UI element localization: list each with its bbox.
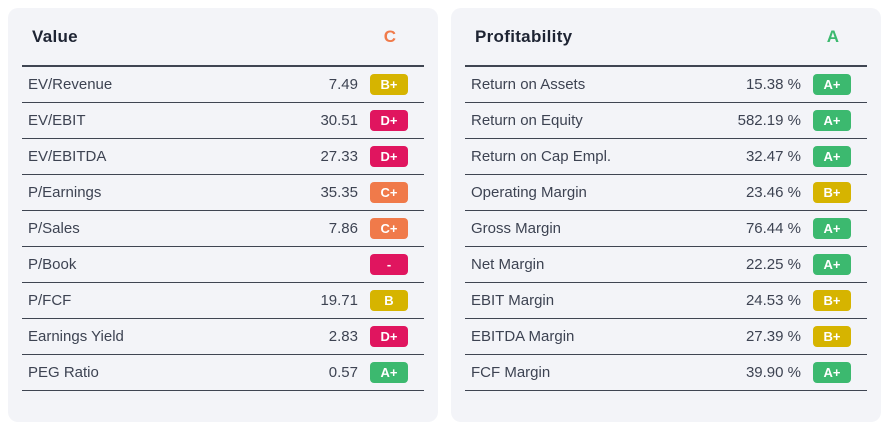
metric-label: Return on Assets xyxy=(471,76,586,93)
metric-row: Gross Margin 76.44 % A+ xyxy=(465,211,867,247)
value-overall-grade: C xyxy=(383,26,396,46)
grade-badge: B+ xyxy=(370,74,408,95)
grade-badge: A+ xyxy=(370,362,408,383)
metric-row: P/FCF 19.71 B xyxy=(22,283,424,319)
metric-row: EBIT Margin 24.53 % B+ xyxy=(465,283,867,319)
metric-row: Earnings Yield 2.83 D+ xyxy=(22,319,424,355)
metric-label: EV/Revenue xyxy=(28,76,113,93)
metric-value: 19.71 xyxy=(320,292,358,309)
metric-value: 32.47 % xyxy=(745,148,801,165)
metric-row: Operating Margin 23.46 % B+ xyxy=(465,175,867,211)
profitability-metrics-list: Return on Assets 15.38 % A+ Return on Equit… xyxy=(465,67,867,391)
metric-label: Gross Margin xyxy=(471,220,562,237)
metric-row: EV/Revenue 7.49 B+ xyxy=(22,67,424,103)
metric-label: Earnings Yield xyxy=(28,328,124,345)
value-card-header: Value C xyxy=(22,8,424,67)
grade-badge: A+ xyxy=(813,110,851,131)
metric-label: EBITDA Margin xyxy=(471,328,575,345)
metric-row: EBITDA Margin 27.39 % B+ xyxy=(465,319,867,355)
metric-label: Return on Cap Empl. xyxy=(471,148,612,165)
value-card: Value C EV/Revenue 7.49 B+ EV/EBIT 30.51 D+ EV… xyxy=(8,8,438,422)
grade-badge: B+ xyxy=(813,182,851,203)
metric-row: Return on Cap Empl. 32.47 % A+ xyxy=(465,139,867,175)
metric-row: Net Margin 22.25 % A+ xyxy=(465,247,867,283)
grade-badge: C+ xyxy=(370,218,408,239)
grade-badge: D+ xyxy=(370,326,408,347)
grade-badge: A+ xyxy=(813,362,851,383)
grade-badge: A+ xyxy=(813,146,851,167)
metric-value: 7.86 xyxy=(328,220,358,237)
metric-value: 39.90 % xyxy=(745,364,801,381)
grade-badge: A+ xyxy=(813,218,851,239)
metric-value: 24.53 % xyxy=(745,292,801,309)
grade-badge: B+ xyxy=(813,290,851,311)
metric-row: P/Book - xyxy=(22,247,424,283)
profitability-overall-grade: A xyxy=(826,26,839,46)
metric-value: 15.38 % xyxy=(745,76,801,93)
metric-value: 582.19 % xyxy=(737,112,801,129)
profitability-card-title: Profitability xyxy=(475,26,573,46)
grade-badge: A+ xyxy=(813,254,851,275)
metric-value: 27.33 xyxy=(320,148,358,165)
metric-value: 76.44 % xyxy=(745,220,801,237)
grade-badge: D+ xyxy=(370,110,408,131)
metric-row: Return on Equity 582.19 % A+ xyxy=(465,103,867,139)
metric-label: EBIT Margin xyxy=(471,292,555,309)
metric-label: P/Earnings xyxy=(28,184,102,201)
metric-label: Return on Equity xyxy=(471,112,583,129)
profitability-card-header: Profitability A xyxy=(465,8,867,67)
grade-badge: C+ xyxy=(370,182,408,203)
metric-value: 23.46 % xyxy=(745,184,801,201)
metric-label: P/Book xyxy=(28,256,77,273)
metric-label: Operating Margin xyxy=(471,184,587,201)
grade-badge: A+ xyxy=(813,74,851,95)
value-card-title: Value xyxy=(32,26,78,46)
metric-value: 2.83 xyxy=(328,328,358,345)
metric-row: P/Sales 7.86 C+ xyxy=(22,211,424,247)
value-metrics-list: EV/Revenue 7.49 B+ EV/EBIT 30.51 D+ EV/EBITDA 2… xyxy=(22,67,424,391)
metric-label: EV/EBITDA xyxy=(28,148,107,165)
grade-badge: B xyxy=(370,290,408,311)
profitability-card: Profitability A Return on Assets 15.38 % A… xyxy=(451,8,881,422)
metric-value: 0.57 xyxy=(328,364,358,381)
grade-badge: D+ xyxy=(370,146,408,167)
metric-label: P/FCF xyxy=(28,292,72,309)
metric-value: 7.49 xyxy=(328,76,358,93)
metric-row: EV/EBIT 30.51 D+ xyxy=(22,103,424,139)
grade-badge: - xyxy=(370,254,408,275)
metric-value: 30.51 xyxy=(320,112,358,129)
metric-label: P/Sales xyxy=(28,220,80,237)
metric-row: P/Earnings 35.35 C+ xyxy=(22,175,424,211)
metric-value: 22.25 % xyxy=(745,256,801,273)
metric-row: Return on Assets 15.38 % A+ xyxy=(465,67,867,103)
metric-label: PEG Ratio xyxy=(28,364,99,381)
metric-value: 35.35 xyxy=(320,184,358,201)
metric-row: FCF Margin 39.90 % A+ xyxy=(465,355,867,391)
metric-label: FCF Margin xyxy=(471,364,551,381)
metric-label: Net Margin xyxy=(471,256,545,273)
grade-badge: B+ xyxy=(813,326,851,347)
metric-label: EV/EBIT xyxy=(28,112,86,129)
metric-value: 27.39 % xyxy=(745,328,801,345)
metric-row: PEG Ratio 0.57 A+ xyxy=(22,355,424,391)
metric-row: EV/EBITDA 27.33 D+ xyxy=(22,139,424,175)
